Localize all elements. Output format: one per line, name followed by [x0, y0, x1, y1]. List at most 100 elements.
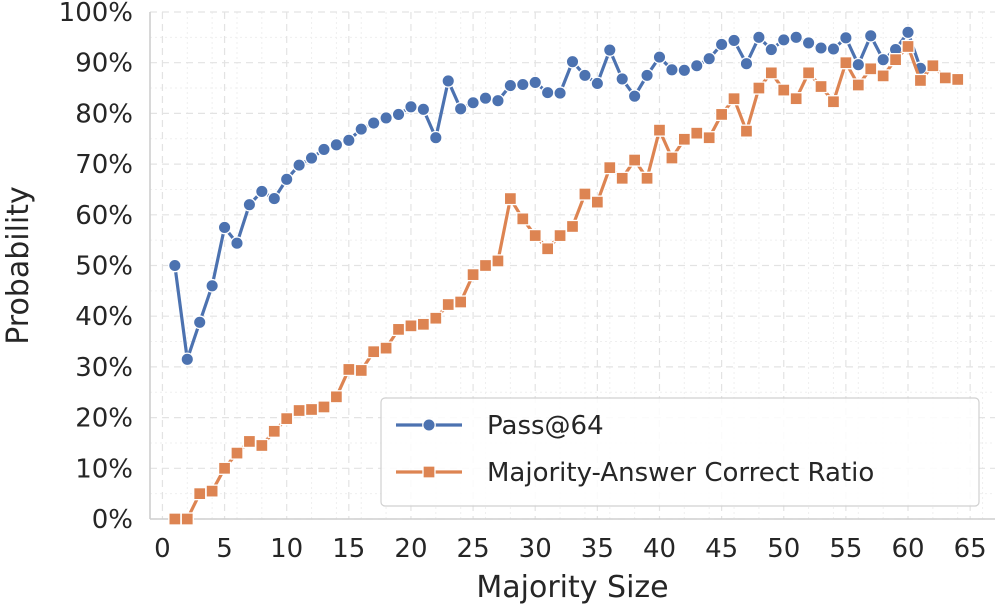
data-point-majority-answer-correct-ratio — [292, 403, 306, 418]
legend: Pass@64 Majority-Answer Correct Ratio — [380, 397, 980, 507]
data-point-majority-answer-correct-ratio — [491, 254, 505, 268]
data-point-pass-64 — [540, 85, 555, 100]
data-point-pass-64 — [354, 122, 369, 136]
series-majority-answer-correct-ratio — [168, 39, 965, 526]
data-point-pass-64 — [839, 31, 853, 45]
data-point-pass-64 — [752, 30, 766, 45]
data-point-pass-64 — [652, 50, 667, 64]
data-point-pass-64 — [230, 236, 244, 251]
data-point-majority-answer-correct-ratio — [764, 66, 778, 80]
data-point-pass-64 — [242, 197, 257, 212]
data-point-pass-64 — [528, 75, 543, 90]
data-point-pass-64 — [317, 142, 331, 157]
data-point-majority-answer-correct-ratio — [714, 107, 729, 122]
data-point-pass-64 — [602, 43, 617, 57]
data-point-pass-64 — [826, 42, 841, 56]
data-point-pass-64 — [391, 107, 406, 122]
data-point-pass-64 — [192, 315, 207, 330]
data-point-pass-64 — [379, 111, 393, 125]
data-point-majority-answer-correct-ratio — [267, 424, 281, 438]
data-point-pass-64 — [565, 54, 580, 69]
y-tick-label: 40% — [75, 302, 133, 332]
data-point-pass-64 — [578, 68, 592, 83]
data-point-pass-64 — [776, 33, 791, 47]
data-point-majority-answer-correct-ratio — [168, 512, 182, 526]
data-point-pass-64 — [814, 41, 828, 55]
x-tick-label: 0 — [154, 534, 171, 564]
data-point-majority-answer-correct-ratio — [553, 228, 567, 243]
x-tick-label: 30 — [519, 534, 552, 564]
x-tick-label: 65 — [954, 534, 987, 564]
data-point-pass-64 — [478, 91, 493, 106]
data-point-majority-answer-correct-ratio — [814, 79, 828, 94]
data-point-majority-answer-correct-ratio — [367, 345, 381, 359]
data-point-majority-answer-correct-ratio — [826, 95, 841, 109]
x-tick-label: 5 — [216, 534, 233, 564]
data-point-majority-answer-correct-ratio — [429, 311, 443, 325]
x-axis-label: Majority Size — [476, 570, 668, 605]
data-point-majority-answer-correct-ratio — [876, 69, 890, 83]
data-point-majority-answer-correct-ratio — [416, 317, 431, 331]
data-point-majority-answer-correct-ratio — [379, 341, 393, 355]
x-tick-label: 20 — [394, 534, 427, 564]
data-point-majority-answer-correct-ratio — [690, 126, 704, 140]
data-point-pass-64 — [590, 76, 605, 91]
data-point-pass-64 — [615, 72, 630, 86]
data-point-pass-64 — [876, 52, 891, 67]
data-point-pass-64 — [863, 28, 878, 43]
data-point-majority-answer-correct-ratio — [304, 402, 319, 417]
y-tick-label: 50% — [75, 252, 133, 282]
data-point-majority-answer-correct-ratio — [615, 171, 629, 185]
x-tick-label: 25 — [457, 534, 490, 564]
data-point-pass-64 — [714, 37, 729, 52]
data-point-pass-64 — [702, 51, 717, 66]
data-point-pass-64 — [428, 130, 443, 145]
data-point-pass-64 — [453, 101, 468, 116]
data-point-majority-answer-correct-ratio — [951, 72, 965, 87]
axes-spines — [149, 12, 995, 520]
data-point-pass-64 — [553, 86, 567, 100]
data-point-pass-64 — [329, 137, 344, 152]
data-point-majority-answer-correct-ratio — [466, 267, 480, 282]
legend-swatch-marker — [422, 418, 436, 432]
data-point-majority-answer-correct-ratio — [280, 411, 294, 426]
data-point-pass-64 — [180, 352, 195, 367]
y-tick-label: 80% — [75, 99, 133, 129]
data-point-pass-64 — [789, 30, 804, 45]
data-point-pass-64 — [292, 158, 306, 172]
y-tick-label: 60% — [75, 201, 133, 231]
tick-labels: 0 5 10 15 20 25 30 35 40 45 50 55 60 65 0% 10% 20% 30% 40%… — [59, 0, 987, 564]
data-point-pass-64 — [901, 25, 915, 40]
x-tick-label: 10 — [270, 534, 303, 564]
data-point-majority-answer-correct-ratio — [739, 124, 754, 138]
legend-swatches — [396, 418, 462, 479]
data-point-majority-answer-correct-ratio — [627, 153, 642, 167]
data-point-majority-answer-correct-ratio — [180, 512, 194, 526]
y-tick-label: 30% — [75, 353, 133, 383]
data-point-pass-64 — [304, 151, 319, 165]
data-point-pass-64 — [466, 95, 480, 110]
data-point-majority-answer-correct-ratio — [454, 295, 468, 309]
data-point-majority-answer-correct-ratio — [441, 297, 455, 312]
data-point-pass-64 — [491, 93, 505, 108]
data-point-majority-answer-correct-ratio — [851, 78, 865, 92]
data-point-pass-64 — [341, 133, 356, 148]
data-point-majority-answer-correct-ratio — [478, 258, 493, 273]
y-tick-label: 70% — [75, 150, 133, 180]
y-tick-label: 10% — [75, 454, 133, 484]
data-point-pass-64 — [677, 63, 692, 78]
data-point-majority-answer-correct-ratio — [665, 151, 679, 165]
legend-entry-pass-at-64: Pass@64 — [487, 411, 604, 441]
data-point-majority-answer-correct-ratio — [640, 171, 654, 185]
data-point-pass-64 — [217, 220, 232, 235]
data-point-majority-answer-correct-ratio — [193, 486, 207, 501]
data-point-majority-answer-correct-ratio — [230, 446, 244, 460]
data-point-pass-64 — [739, 56, 754, 71]
data-point-pass-64 — [627, 89, 642, 104]
data-point-pass-64 — [689, 58, 704, 73]
data-point-pass-64 — [441, 74, 456, 88]
data-point-pass-64 — [254, 184, 269, 199]
data-point-pass-64 — [665, 62, 679, 77]
data-point-majority-answer-correct-ratio — [913, 73, 928, 88]
data-point-majority-answer-correct-ratio — [242, 434, 257, 449]
